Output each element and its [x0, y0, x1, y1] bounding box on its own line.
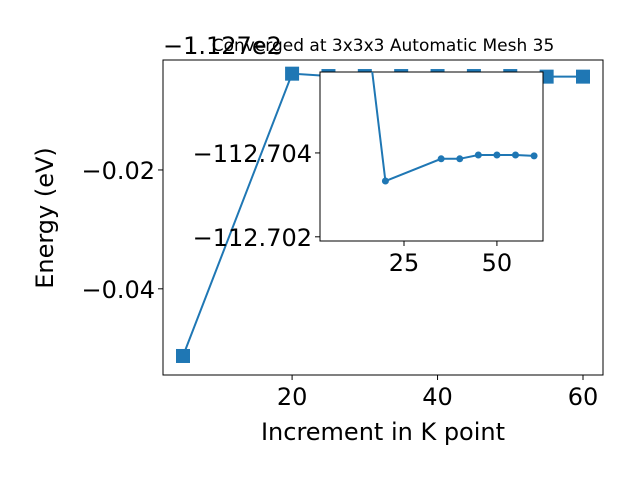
marker [381, 177, 389, 185]
marker [493, 151, 501, 159]
plot-area [319, 71, 544, 242]
x-tick-label: 50 [482, 249, 513, 277]
marker [530, 152, 538, 160]
x-tick-label: 40 [422, 383, 453, 411]
x-tick-label: 20 [277, 383, 308, 411]
marker [474, 151, 482, 159]
y-tick-label: −112.702 [193, 224, 312, 252]
x-axis-label: Increment in K point [261, 418, 505, 446]
series [363, 24, 538, 185]
marker [511, 151, 519, 159]
y-tick-label: −0.02 [81, 157, 155, 185]
y-tick-label: −0.04 [81, 276, 155, 304]
marker [363, 24, 370, 31]
x-tick-label: 60 [568, 383, 599, 411]
x-tick-label: 25 [389, 249, 420, 277]
chart-title: Converged at 3x3x3 Automatic Mesh 35 [212, 36, 555, 56]
marker [285, 66, 300, 81]
marker [437, 155, 445, 163]
y-axis-label: Energy (eV) [31, 147, 59, 289]
offset-label: −1.127e2 [163, 32, 282, 60]
y-tick-label: −112.704 [193, 140, 312, 168]
marker [576, 69, 590, 84]
marker [456, 155, 464, 163]
marker [176, 348, 190, 363]
